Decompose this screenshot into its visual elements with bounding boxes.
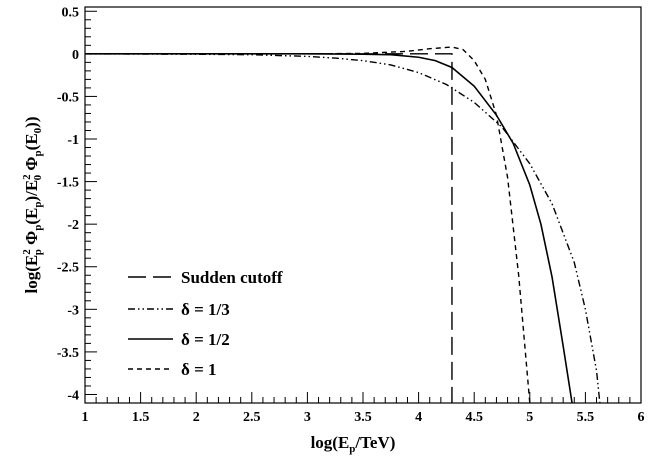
x-tick-label: 2 xyxy=(193,410,200,425)
x-tick-label: 6 xyxy=(638,410,645,425)
axis-ticks xyxy=(84,10,642,404)
x-tick-label: 4 xyxy=(415,410,422,425)
x-tick-label: 1 xyxy=(82,410,89,425)
x-tick-label: 1.5 xyxy=(132,410,150,425)
legend-label-3: δ = 1/2 xyxy=(181,330,230,349)
x-tick-label: 3 xyxy=(304,410,311,425)
series-line-1 xyxy=(85,53,453,403)
y-tick-label: -0.5 xyxy=(57,90,79,105)
x-tick-label: 4.5 xyxy=(465,410,483,425)
tick-labels: 1 1.5 2 2.5 3 3.5 4 4.5 5 5.5 6 0.5 0 -0.5 -1 -1.5 -2 -2.… xyxy=(57,5,645,425)
x-tick-label: 5 xyxy=(526,410,533,425)
y-tick-label: 0.5 xyxy=(62,5,80,20)
series-line-3 xyxy=(85,53,573,403)
legend: Sudden cutoff δ = 1/3 δ = 1/2 δ = 1 xyxy=(128,268,283,379)
x-axis-label: log(Ep/TeV) xyxy=(311,433,396,455)
series-layer xyxy=(85,46,601,403)
series-line-2 xyxy=(85,53,601,403)
y-tick-label: -3.5 xyxy=(57,346,79,361)
x-tick-label: 2.5 xyxy=(243,410,261,425)
legend-label-2: δ = 1/3 xyxy=(181,300,230,319)
legend-label-1: Sudden cutoff xyxy=(181,268,283,287)
y-axis-label: log(E2p Φp(Ep)/E20 Φp(E0)) xyxy=(21,116,44,293)
y-tick-label: -4 xyxy=(67,388,79,403)
x-tick-label: 5.5 xyxy=(577,410,595,425)
y-tick-label: -1 xyxy=(67,133,79,148)
y-tick-label: -1.5 xyxy=(57,176,79,191)
y-tick-label: -3 xyxy=(67,303,79,318)
plot-frame xyxy=(84,6,642,404)
series-line-4 xyxy=(85,46,531,403)
plot-area-border xyxy=(84,6,642,404)
legend-label-4: δ = 1 xyxy=(181,360,217,379)
y-tick-label: -2 xyxy=(67,218,79,233)
y-tick-label: 0 xyxy=(72,48,79,63)
x-tick-label: 3.5 xyxy=(354,410,372,425)
y-tick-label: -2.5 xyxy=(57,261,79,276)
